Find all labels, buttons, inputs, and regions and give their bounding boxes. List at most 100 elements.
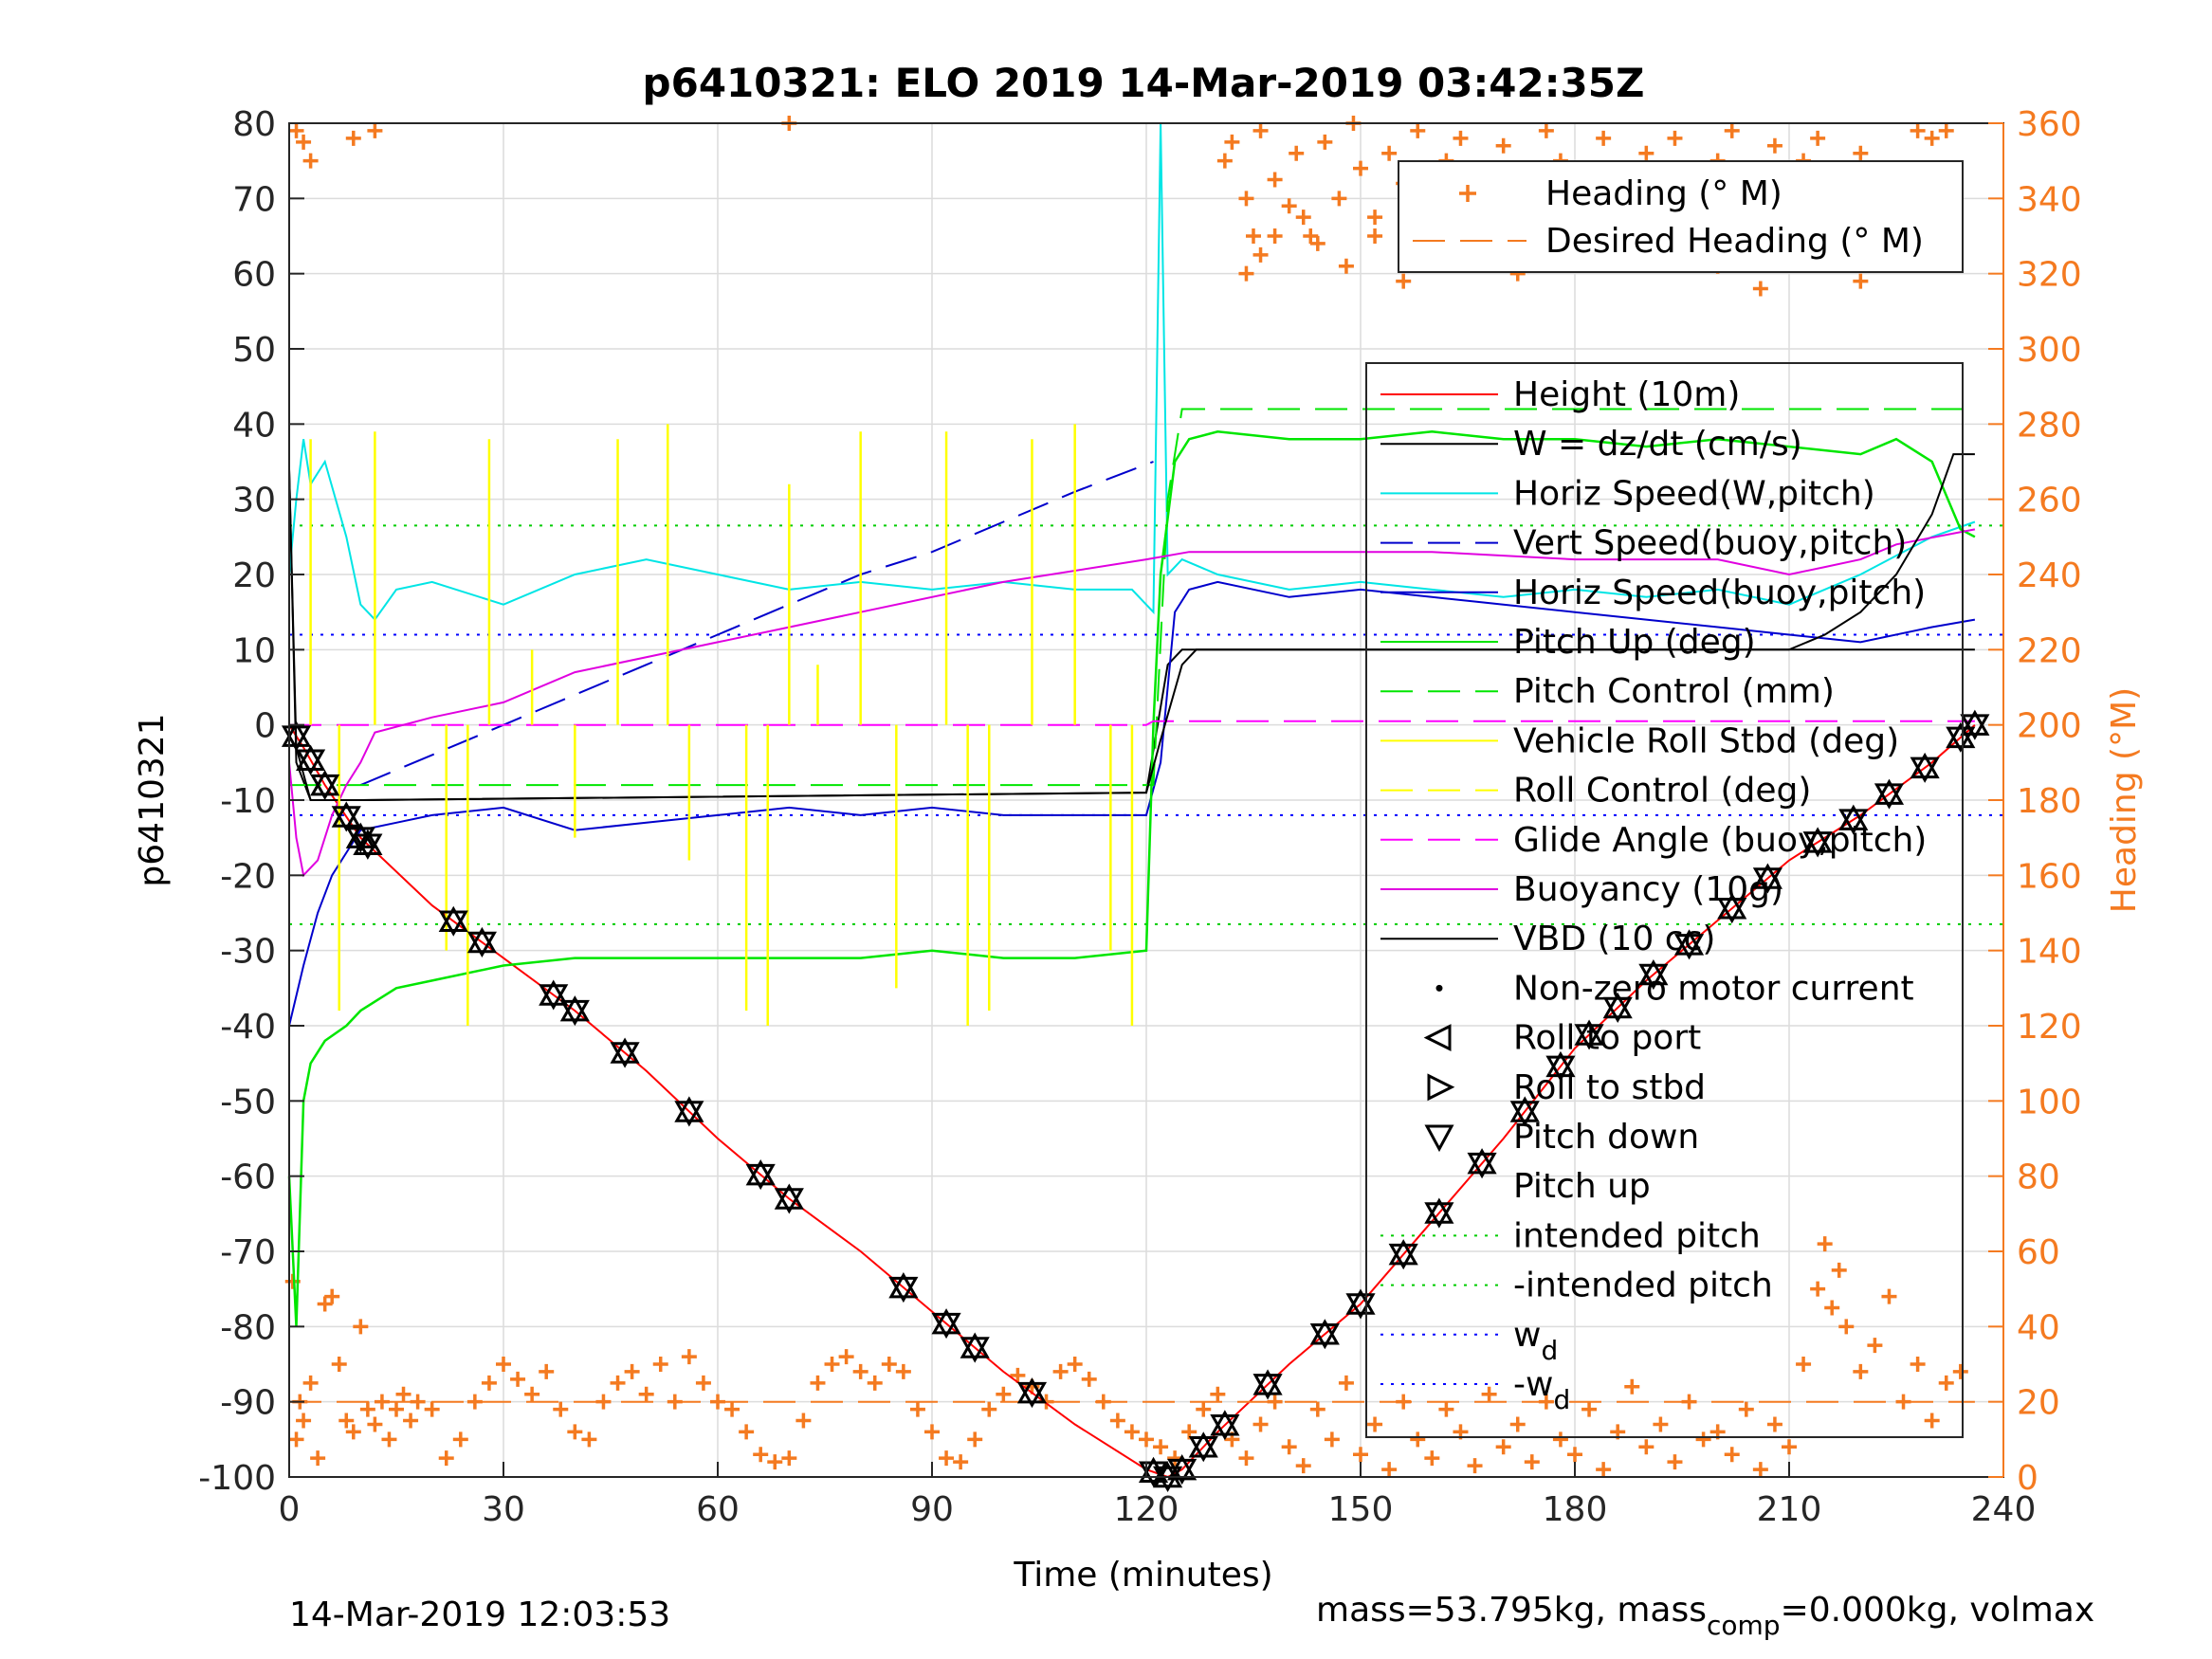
- heading-point: [1238, 265, 1254, 282]
- pitch-down-marker: [1210, 1414, 1240, 1441]
- pitch-up-marker: [745, 1159, 776, 1186]
- pitch-up-marker: [1946, 721, 1976, 749]
- legend-label-text: intended pitch: [1513, 1216, 1761, 1255]
- left-tick-label: -50: [220, 1083, 276, 1121]
- legend-tri-down: [1424, 1124, 1454, 1153]
- heading-point: [1381, 1462, 1398, 1478]
- heading-point: [1838, 1319, 1855, 1335]
- x-tick-label: 150: [1328, 1490, 1394, 1529]
- heading-point: [481, 1375, 497, 1391]
- pitch-down-marker: [1545, 1055, 1576, 1082]
- footer-mass-text2: =0.000kg, volmax: [1781, 1591, 2095, 1630]
- left-tick-label: 50: [232, 331, 276, 370]
- heading-point: [1752, 281, 1768, 297]
- heading-point: [810, 1375, 826, 1391]
- heading-series: [284, 116, 1968, 1478]
- series-line: [287, 430, 1976, 1327]
- heading-point: [838, 1349, 854, 1365]
- heading-point: [610, 1375, 626, 1391]
- main-legend: Height (10m) W = dz/dt (cm/s) Horiz Speed(…: [1365, 362, 1964, 1438]
- left-axis-label: p6410321: [133, 713, 172, 886]
- left-tick-label: -40: [220, 1008, 276, 1047]
- heading-point: [1938, 122, 1954, 138]
- heading-point: [939, 1450, 955, 1467]
- main-legend-box: [1365, 362, 1964, 1438]
- legend-label: Horiz Speed(W,pitch): [1513, 474, 1875, 513]
- legend-label-text: w: [1513, 1316, 1541, 1355]
- pitch-up-marker: [310, 770, 340, 796]
- heading-point: [1210, 1386, 1226, 1402]
- legend-label-text: W = dz/dt (cm/s): [1513, 425, 1802, 464]
- left-tick-label: 70: [232, 180, 276, 219]
- heading-point: [695, 1375, 711, 1391]
- pitch-down-marker: [1509, 1101, 1540, 1127]
- heading-point: [1881, 1288, 1897, 1304]
- right-tick-label: 360: [2017, 105, 2082, 144]
- pitch-down-marker: [610, 1042, 640, 1068]
- heading-point: [1267, 172, 1283, 188]
- series-line: [288, 453, 1975, 801]
- heading-point: [288, 1431, 304, 1448]
- left-tick-label: -30: [220, 933, 276, 972]
- right-tick-label: 100: [2017, 1083, 2082, 1121]
- legend-label-text: Pitch up: [1513, 1167, 1651, 1206]
- pitch-down-marker: [1946, 726, 1976, 753]
- pitch-down-marker: [353, 833, 383, 860]
- pitch-up-marker: [1960, 709, 1990, 736]
- pitch-down-marker: [774, 1188, 804, 1214]
- pitch-down-marker: [466, 931, 497, 957]
- pitch-up-marker: [1838, 804, 1869, 830]
- heading-point: [1438, 1401, 1454, 1417]
- heading-point: [553, 1401, 569, 1417]
- heading-point: [1817, 1236, 1833, 1252]
- pitch-up-marker: [888, 1272, 919, 1299]
- right-tick-label: 200: [2017, 707, 2082, 746]
- pitch-up-marker: [1545, 1050, 1576, 1078]
- pitch-down-marker: [674, 1101, 704, 1127]
- heading-point: [1910, 122, 1926, 138]
- heading-point: [1524, 1454, 1540, 1470]
- heading-point: [1281, 1439, 1297, 1455]
- heading-point: [1410, 122, 1426, 138]
- right-tick-label: 280: [2017, 406, 2082, 445]
- heading-point: [1124, 1424, 1140, 1440]
- x-tick-label: 60: [696, 1490, 740, 1529]
- heading-point: [1238, 1450, 1254, 1467]
- right-tick-label: 320: [2017, 256, 2082, 295]
- heading-point: [1424, 1450, 1440, 1467]
- pitch-down-marker: [331, 806, 361, 832]
- heading-point: [510, 1371, 526, 1387]
- pitch-down-marker: [1188, 1436, 1218, 1463]
- heading-point: [1853, 145, 1869, 161]
- heading-point: [1252, 246, 1269, 263]
- pitch-down-marker: [1424, 1202, 1454, 1229]
- pitch-down-marker: [1673, 934, 1705, 960]
- pitch-up-marker: [931, 1308, 961, 1335]
- heading-point: [996, 1386, 1012, 1402]
- heading-point: [1538, 122, 1554, 138]
- legend-label-sub: d: [1553, 1384, 1570, 1415]
- heading-point: [539, 1363, 555, 1379]
- heading-point: [1238, 191, 1254, 207]
- heading-point: [1196, 1401, 1212, 1417]
- heading-point: [395, 1386, 411, 1402]
- pitch-down-marker: [281, 725, 312, 752]
- heading-point: [652, 1357, 668, 1372]
- left-tick-label: 20: [232, 556, 276, 595]
- heading-point: [389, 1401, 404, 1417]
- heading-point: [1252, 122, 1269, 138]
- legend-label: Horiz Speed(buoy,pitch): [1513, 574, 1926, 612]
- heading-point: [496, 1357, 511, 1372]
- legend-label: Buoyancy (10g): [1513, 870, 1783, 909]
- pitch-down-marker: [888, 1276, 919, 1304]
- legend-label-text: Roll Control (deg): [1513, 772, 1811, 811]
- heading-point: [1810, 130, 1826, 146]
- heading-point: [1638, 145, 1654, 161]
- heading-point: [824, 1357, 840, 1372]
- footer-timestamp: 14-Mar-2019 12:03:53: [289, 1595, 670, 1634]
- pitch-up-marker: [1509, 1096, 1540, 1122]
- x-tick-label: 90: [910, 1490, 954, 1529]
- left-tick-label: -20: [220, 857, 276, 896]
- left-axis-ticks: 80 70 60 50 40 30 20 10 0 -10 -20 -30 -40 -50 -60 -70 -8…: [198, 105, 304, 1498]
- heading-point: [1224, 134, 1240, 150]
